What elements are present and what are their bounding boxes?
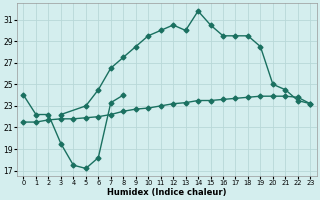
X-axis label: Humidex (Indice chaleur): Humidex (Indice chaleur) (107, 188, 227, 197)
